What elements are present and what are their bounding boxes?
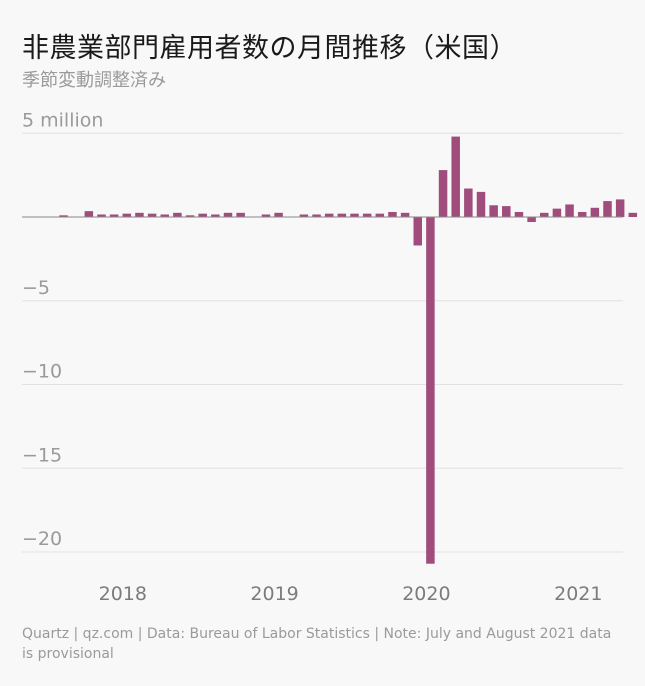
bar-2021-01 (540, 212, 549, 217)
bar-2020-08 (476, 191, 486, 218)
bar-2021-03 (565, 204, 574, 217)
grid-lines (22, 132, 623, 553)
chart-subtitle: 季節変動調整済み (22, 70, 166, 91)
source-footnote: Quartz | qz.com | Data: Bureau of Labor … (22, 626, 612, 662)
bar-2018-11 (211, 214, 220, 217)
bar-2018-01 (84, 211, 94, 217)
bar-2018-04 (122, 213, 132, 217)
bar-2021-02 (552, 208, 562, 218)
bar-2019-01 (236, 212, 245, 217)
x-tick-label: 2019 (250, 583, 298, 605)
bar-2020-03 (413, 217, 422, 246)
bar-2018-05 (135, 212, 144, 217)
bar-2019-03 (261, 214, 271, 217)
bar-chart: 5 million −5 −10 −15 −20 2018 2019 2020 2021 (22, 109, 638, 605)
x-tick-label: 2021 (554, 583, 602, 605)
bar-2019-04 (274, 212, 283, 217)
bar-2019-12 (375, 213, 385, 217)
bar-2019-06 (299, 214, 309, 217)
x-tick-label: 2020 (402, 583, 450, 605)
bar-2018-07 (160, 214, 169, 217)
bar-2021-04 (577, 211, 587, 217)
bar-2019-09 (337, 213, 347, 217)
bar-2018-10 (198, 213, 207, 217)
bar-2020-07 (464, 188, 473, 217)
bar-2019-10 (350, 213, 359, 217)
bar-2018-03 (109, 214, 119, 217)
bar-2018-08 (173, 212, 182, 217)
bar-2019-08 (324, 213, 334, 217)
bar-2018-06 (147, 213, 157, 217)
y-tick-label: −20 (22, 528, 62, 550)
axis-labels: 5 million −5 −10 −15 −20 2018 2019 2020 2021 (22, 109, 602, 605)
bar-2019-11 (362, 213, 372, 217)
bar-2020-12 (527, 217, 536, 223)
bars (59, 136, 638, 564)
x-tick-label: 2018 (99, 583, 147, 605)
bar-2018-12 (223, 212, 233, 217)
bar-2017-11 (59, 215, 68, 217)
bar-2020-06 (451, 136, 460, 217)
bar-2021-08 (628, 212, 638, 217)
bar-2020-05 (438, 170, 448, 217)
bar-2021-05 (590, 207, 600, 217)
bar-2020-02 (400, 212, 410, 217)
y-tick-label: 5 million (22, 109, 103, 131)
bar-2020-04 (426, 217, 435, 564)
chart-title: 非農業部門雇用者数の月間推移（米国） (22, 33, 517, 64)
bar-2020-09 (489, 205, 498, 217)
bar-2020-01 (388, 211, 397, 217)
bar-2021-07 (615, 199, 625, 217)
bar-2019-07 (312, 214, 321, 217)
bar-2020-10 (502, 206, 511, 217)
y-tick-label: −15 (22, 444, 62, 466)
y-tick-label: −5 (22, 277, 50, 299)
bar-2021-06 (603, 201, 612, 217)
y-tick-label: −10 (22, 361, 62, 383)
bar-2018-02 (97, 214, 106, 217)
bar-2020-11 (514, 211, 524, 217)
bar-2018-09 (185, 215, 195, 217)
